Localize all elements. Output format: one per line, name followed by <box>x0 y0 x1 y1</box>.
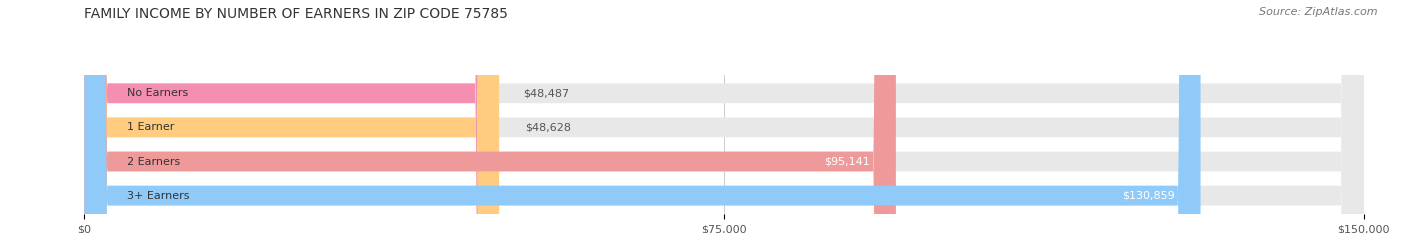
FancyBboxPatch shape <box>84 0 1364 233</box>
Text: $95,141: $95,141 <box>824 157 870 167</box>
Text: 1 Earner: 1 Earner <box>127 122 174 132</box>
Text: 2 Earners: 2 Earners <box>127 157 180 167</box>
Text: Source: ZipAtlas.com: Source: ZipAtlas.com <box>1260 7 1378 17</box>
FancyBboxPatch shape <box>84 0 1364 233</box>
FancyBboxPatch shape <box>84 0 499 233</box>
Text: 3+ Earners: 3+ Earners <box>127 191 190 201</box>
Text: No Earners: No Earners <box>127 88 188 98</box>
Text: $48,628: $48,628 <box>524 122 571 132</box>
FancyBboxPatch shape <box>84 0 896 233</box>
FancyBboxPatch shape <box>84 0 1364 233</box>
FancyBboxPatch shape <box>84 0 1364 233</box>
Text: FAMILY INCOME BY NUMBER OF EARNERS IN ZIP CODE 75785: FAMILY INCOME BY NUMBER OF EARNERS IN ZI… <box>84 7 508 21</box>
Text: $48,487: $48,487 <box>523 88 569 98</box>
Text: $130,859: $130,859 <box>1122 191 1175 201</box>
FancyBboxPatch shape <box>84 0 1201 233</box>
FancyBboxPatch shape <box>84 0 498 233</box>
